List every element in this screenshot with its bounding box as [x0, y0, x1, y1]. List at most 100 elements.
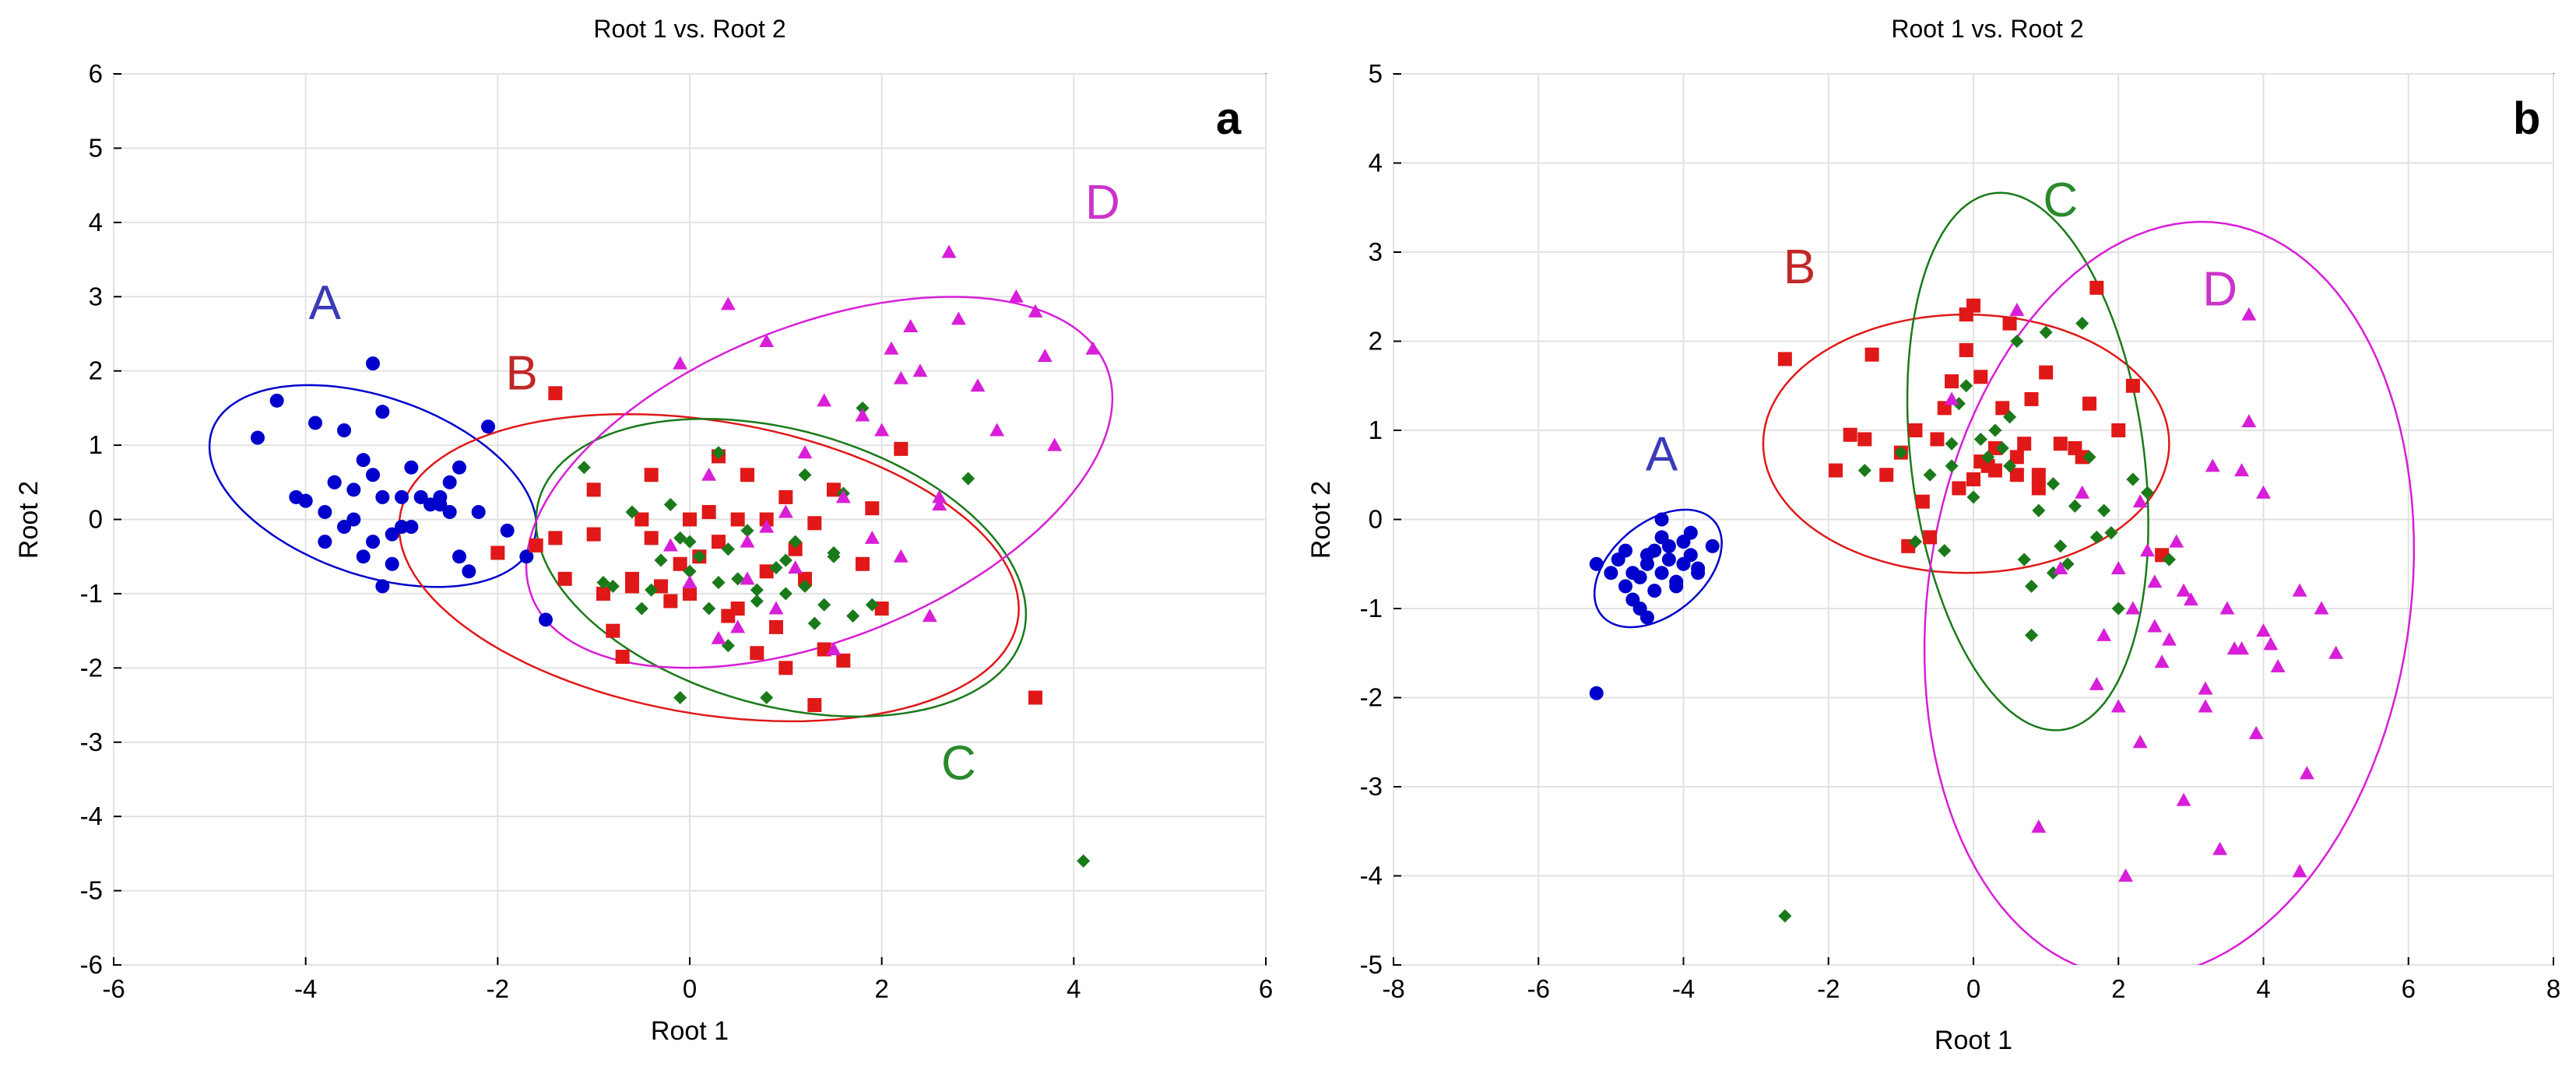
point-B	[2053, 437, 2068, 451]
point-C	[846, 609, 860, 623]
point-A	[366, 468, 380, 482]
point-D	[970, 378, 986, 392]
y-tick-label: -4	[80, 802, 103, 830]
point-B	[798, 571, 812, 586]
point-A	[1647, 584, 1662, 598]
point-C	[2162, 553, 2176, 567]
ellipse-A	[208, 384, 538, 588]
point-B	[2017, 437, 2032, 451]
point-A	[413, 489, 428, 504]
point-A	[251, 430, 265, 445]
point-D	[893, 370, 908, 384]
point-B	[1987, 463, 2002, 478]
point-D	[2096, 627, 2112, 641]
x-tick-label: 2	[2111, 974, 2125, 1003]
point-B	[1966, 298, 1980, 313]
x-tick-label: 4	[1067, 974, 1081, 1003]
point-A	[1654, 566, 1669, 581]
group-label-D: D	[1085, 176, 1120, 230]
point-D	[720, 296, 736, 310]
point-D	[2328, 645, 2344, 659]
panel-a-letter: a	[1216, 93, 1242, 144]
point-D	[2031, 819, 2047, 833]
point-D	[768, 601, 784, 615]
point-D	[903, 318, 919, 332]
point-C	[645, 583, 659, 597]
point-B	[730, 602, 745, 616]
group-label-B: B	[505, 347, 537, 401]
point-A	[1625, 566, 1640, 581]
x-tick-label: 4	[2256, 974, 2270, 1003]
point-A	[395, 489, 409, 504]
point-C	[2061, 557, 2075, 571]
point-B	[1857, 432, 1872, 447]
point-C	[1908, 535, 1923, 549]
point-D	[1037, 349, 1053, 363]
point-D	[730, 619, 746, 633]
point-B	[1959, 342, 1973, 357]
point-D	[788, 560, 803, 574]
point-B	[2039, 365, 2054, 380]
point-A	[442, 504, 457, 519]
point-D	[2205, 458, 2220, 472]
point-B	[836, 653, 851, 668]
point-B	[586, 482, 601, 497]
ellipse-C	[535, 418, 1028, 718]
point-D	[2176, 583, 2191, 597]
point-B	[1843, 427, 1857, 442]
point-C	[760, 690, 774, 705]
point-A	[1676, 535, 1691, 549]
y-tick-label: 6	[89, 59, 103, 88]
group-label-C: C	[941, 736, 976, 790]
point-D	[2299, 766, 2314, 780]
ellipse-B	[398, 412, 1020, 723]
y-tick-label: 2	[89, 356, 103, 385]
y-tick-label: 0	[1369, 505, 1383, 534]
point-C	[606, 579, 620, 593]
panel-b-ellipses	[1593, 191, 2416, 965]
point-C	[789, 535, 803, 549]
y-tick-label: 5	[89, 133, 103, 162]
point-B	[673, 556, 687, 571]
point-D	[817, 393, 832, 407]
point-D	[1085, 341, 1101, 355]
ellipse-A	[1593, 508, 1723, 629]
point-A	[318, 504, 332, 519]
point-C	[2039, 325, 2053, 339]
point-A	[356, 549, 371, 564]
x-tick-label: 6	[2402, 974, 2416, 1003]
point-A	[366, 356, 380, 371]
point-D	[2147, 619, 2163, 633]
point-B	[529, 538, 543, 553]
point-B	[712, 535, 726, 549]
y-tick-label: 2	[1369, 327, 1383, 356]
panel-a-points	[251, 244, 1101, 868]
point-C	[740, 524, 754, 538]
point-B	[2031, 468, 2046, 482]
point-B	[2125, 378, 2140, 393]
point-D	[2219, 601, 2235, 615]
y-tick-label: 0	[89, 505, 103, 534]
ellipse-D	[1923, 220, 2416, 965]
point-A	[1618, 579, 1632, 594]
point-D	[2118, 868, 2134, 882]
point-D	[1047, 437, 1063, 451]
point-B	[1987, 440, 2002, 455]
panel-a-x-axis-label: Root 1	[651, 1016, 729, 1046]
point-D	[740, 571, 755, 585]
point-C	[1995, 441, 2009, 455]
point-D	[2241, 414, 2257, 428]
point-A	[423, 497, 438, 512]
point-B	[807, 516, 822, 531]
point-D	[2263, 637, 2279, 651]
point-D	[1944, 391, 1959, 405]
point-C	[673, 531, 687, 545]
y-tick-label: 4	[1369, 149, 1383, 177]
point-B	[2031, 481, 2046, 496]
point-B	[1930, 432, 1945, 447]
y-tick-label: -2	[1360, 683, 1383, 712]
point-A	[452, 460, 466, 475]
point-C	[817, 598, 831, 612]
point-B	[778, 489, 793, 504]
point-A	[385, 556, 399, 571]
